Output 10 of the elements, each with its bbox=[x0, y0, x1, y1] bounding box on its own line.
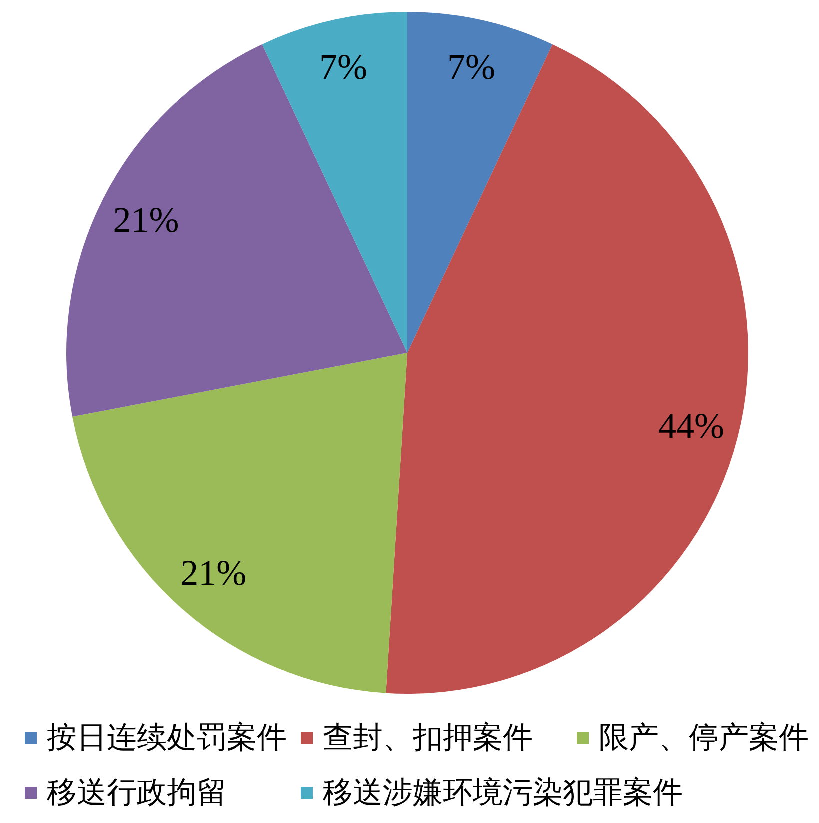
legend-item: 限产、停产案件 bbox=[577, 722, 809, 754]
legend-item: 移送涉嫌环境污染犯罪案件 bbox=[301, 776, 683, 810]
data-label: 7% bbox=[320, 46, 368, 87]
data-label: 21% bbox=[180, 552, 247, 593]
data-label: 44% bbox=[658, 406, 725, 446]
legend-item: 查封、扣押案件 bbox=[301, 722, 533, 754]
legend-item: 按日连续处罚案件 bbox=[25, 722, 287, 754]
data-label: 7% bbox=[447, 46, 496, 87]
data-label: 21% bbox=[113, 200, 180, 240]
legend-item: 移送行政拘留 bbox=[25, 776, 227, 810]
